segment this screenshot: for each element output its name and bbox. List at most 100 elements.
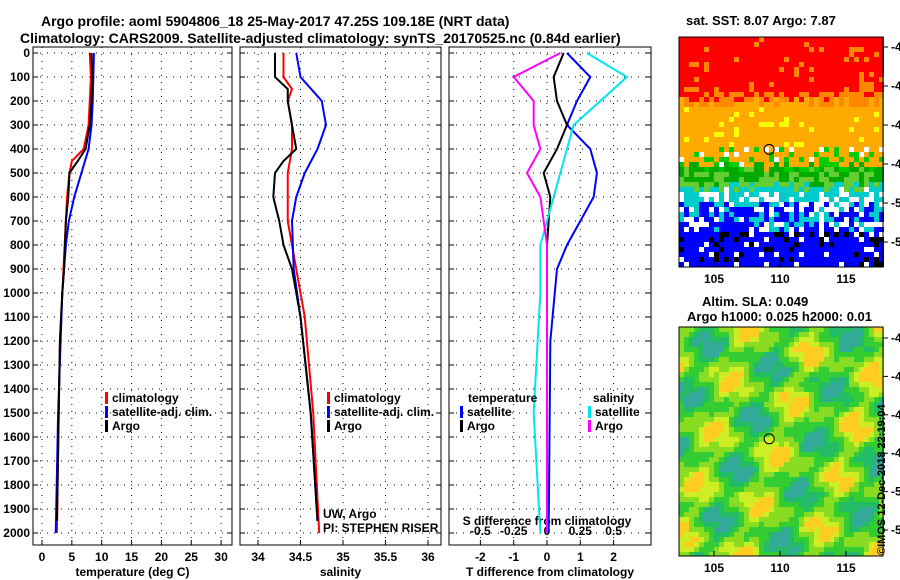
map-cell	[854, 547, 859, 552]
map-cell	[859, 52, 864, 57]
map-cell	[804, 242, 809, 247]
lat-tick-label: -42	[891, 40, 900, 54]
map-cell	[774, 87, 779, 92]
map-cell	[694, 117, 699, 122]
map-cell	[874, 542, 879, 547]
map-cell	[849, 217, 854, 222]
map-cell	[694, 397, 699, 402]
map-cell	[689, 377, 694, 382]
map-cell	[849, 402, 854, 407]
map-cell	[734, 437, 739, 442]
map-cell	[734, 357, 739, 362]
map-cell	[784, 97, 789, 102]
map-cell	[794, 542, 799, 547]
map-cell	[779, 142, 784, 147]
map-cell	[869, 167, 874, 172]
map-cell	[739, 347, 744, 352]
map-cell	[879, 437, 884, 442]
map-cell	[839, 512, 844, 517]
map-cell	[879, 112, 884, 117]
map-cell	[744, 457, 749, 462]
map-cell	[834, 217, 839, 222]
map-cell	[764, 87, 769, 92]
map-cell	[874, 167, 879, 172]
depth-tick-label: 100	[10, 70, 30, 84]
map-cell	[799, 177, 804, 182]
map-cell	[679, 222, 684, 227]
map-cell	[699, 222, 704, 227]
map-cell	[849, 547, 854, 552]
map-cell	[744, 227, 749, 232]
map-cell	[854, 147, 859, 152]
map-cell	[704, 107, 709, 112]
map-cell	[719, 367, 724, 372]
map-cell	[719, 262, 724, 267]
map-cell	[799, 137, 804, 142]
map-cell	[759, 392, 764, 397]
map-cell	[764, 327, 769, 332]
map-cell	[684, 497, 689, 502]
map-cell	[744, 132, 749, 137]
map-cell	[679, 387, 684, 392]
map-cell	[844, 447, 849, 452]
map-cell	[754, 482, 759, 487]
map-cell	[849, 197, 854, 202]
map-cell	[724, 37, 729, 42]
map-cell	[824, 482, 829, 487]
map-cell	[879, 442, 884, 447]
map-cell	[714, 397, 719, 402]
map-cell	[769, 512, 774, 517]
map-cell	[794, 487, 799, 492]
map-cell	[784, 457, 789, 462]
map-cell	[799, 447, 804, 452]
map-cell	[854, 72, 859, 77]
map-cell	[714, 542, 719, 547]
legend-swatch	[460, 420, 463, 432]
map-cell	[759, 412, 764, 417]
map-cell	[879, 202, 884, 207]
map-cell	[804, 392, 809, 397]
map-cell	[829, 252, 834, 257]
map-cell	[734, 122, 739, 127]
map-cell	[834, 547, 839, 552]
map-cell	[684, 262, 689, 267]
map-cell	[784, 87, 789, 92]
map-cell	[814, 242, 819, 247]
map-cell	[854, 172, 859, 177]
map-cell	[774, 137, 779, 142]
map-cell	[779, 137, 784, 142]
map-cell	[849, 517, 854, 522]
map-cell	[829, 262, 834, 267]
map-cell	[794, 497, 799, 502]
map-cell	[859, 437, 864, 442]
map-cell	[724, 532, 729, 537]
map-cell	[784, 237, 789, 242]
map-cell	[689, 542, 694, 547]
map-cell	[764, 207, 769, 212]
map-cell	[734, 342, 739, 347]
map-cell	[809, 537, 814, 542]
map-cell	[684, 442, 689, 447]
map-cell	[869, 537, 874, 542]
map-cell	[814, 367, 819, 372]
map-cell	[764, 392, 769, 397]
map-cell	[859, 507, 864, 512]
map-cell	[874, 192, 879, 197]
map-cell	[829, 432, 834, 437]
map-cell	[799, 432, 804, 437]
map-cell	[839, 422, 844, 427]
map-cell	[749, 492, 754, 497]
annotation-pi: PI: STEPHEN RISER	[323, 521, 439, 535]
map-cell	[744, 202, 749, 207]
map-cell	[769, 442, 774, 447]
map-cell	[714, 427, 719, 432]
map-cell	[814, 177, 819, 182]
map-cell	[704, 77, 709, 82]
map-cell	[869, 427, 874, 432]
map-cell	[689, 402, 694, 407]
map-cell	[744, 377, 749, 382]
map-cell	[869, 517, 874, 522]
map-cell	[794, 357, 799, 362]
map-cell	[839, 362, 844, 367]
map-cell	[749, 412, 754, 417]
